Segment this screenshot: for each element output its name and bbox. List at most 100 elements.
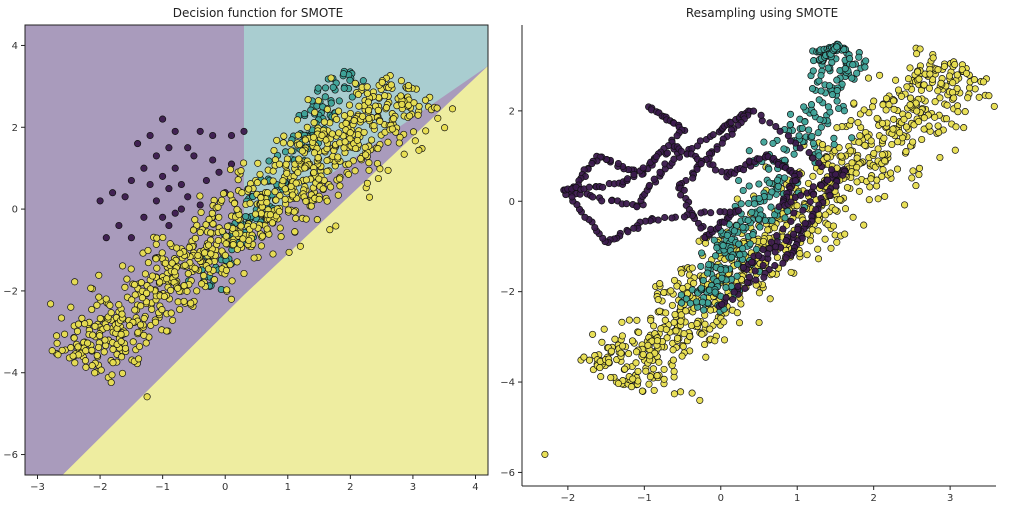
scatter-point-class-0 [787, 198, 795, 206]
scatter-point-class-2 [48, 347, 56, 355]
scatter-point-class-2 [264, 189, 272, 197]
scatter-point-class-0 [171, 164, 179, 172]
scatter-point-class-2 [323, 157, 331, 165]
scatter-point-class-2 [222, 240, 230, 248]
scatter-point-class-2 [660, 365, 668, 373]
scatter-point-class-2 [53, 339, 61, 347]
scatter-point-class-2 [93, 301, 101, 309]
scatter-point-class-0 [591, 223, 599, 232]
scatter-point-class-1 [855, 53, 863, 61]
y-tick-label: −6 [3, 450, 18, 461]
scatter-point-class-0 [608, 197, 616, 205]
x-tick-label: 1 [285, 482, 291, 493]
scatter-point-class-2 [257, 209, 265, 218]
scatter-point-class-0 [709, 131, 717, 139]
scatter-point-class-2 [421, 96, 430, 104]
scatter-point-class-2 [669, 346, 677, 354]
x-tick-label: 3 [947, 493, 953, 504]
scatter-point-class-1 [698, 249, 706, 257]
scatter-point-class-2 [74, 343, 82, 351]
scatter-point-class-1 [736, 251, 744, 259]
scatter-point-class-2 [696, 396, 704, 404]
scatter-point-class-2 [835, 144, 843, 152]
scatter-point-class-2 [323, 197, 331, 205]
scatter-point-class-2 [109, 345, 117, 353]
scatter-point-class-0 [652, 153, 660, 161]
scatter-point-class-2 [915, 75, 923, 83]
scatter-point-class-2 [953, 85, 961, 93]
scatter-point-class-2 [897, 92, 906, 100]
scatter-point-class-2 [298, 147, 306, 155]
scatter-point-class-2 [873, 182, 881, 190]
scatter-point-class-2 [975, 93, 983, 101]
scatter-point-class-0 [171, 127, 179, 135]
scatter-point-class-2 [397, 92, 405, 100]
scatter-point-class-2 [856, 132, 864, 140]
scatter-point-class-2 [915, 164, 924, 172]
scatter-point-class-0 [831, 170, 839, 178]
scatter-point-class-2 [119, 262, 127, 270]
scatter-point-class-2 [253, 179, 261, 187]
scatter-point-class-2 [246, 199, 254, 207]
scatter-point-class-0 [790, 209, 798, 217]
scatter-point-class-2 [414, 111, 422, 119]
scatter-point-class-1 [815, 96, 823, 104]
scatter-point-class-2 [755, 318, 763, 327]
y-tick-label: 2 [12, 123, 18, 134]
scatter-point-class-2 [336, 175, 344, 183]
scatter-point-class-1 [348, 93, 356, 101]
scatter-point-class-2 [381, 92, 389, 100]
scatter-point-class-0 [159, 213, 167, 221]
scatter-point-class-2 [759, 237, 768, 245]
scatter-point-class-2 [345, 101, 354, 109]
scatter-point-class-1 [745, 199, 753, 207]
scatter-point-class-1 [809, 139, 817, 147]
scatter-point-class-2 [269, 167, 277, 175]
scatter-point-class-2 [219, 190, 228, 198]
scatter-point-class-1 [810, 57, 818, 65]
scatter-point-class-2 [406, 112, 414, 120]
scatter-point-class-2 [131, 306, 139, 314]
scatter-point-class-1 [815, 152, 823, 160]
scatter-point-class-2 [118, 310, 126, 318]
scatter-point-class-1 [848, 74, 856, 82]
scatter-point-class-2 [256, 170, 264, 178]
scatter-point-class-2 [865, 196, 873, 204]
scatter-point-class-2 [151, 318, 160, 326]
scatter-point-class-2 [873, 176, 881, 184]
scatter-point-class-0 [750, 107, 758, 115]
scatter-point-class-2 [908, 174, 916, 182]
y-tick-label: −4 [3, 368, 18, 379]
scatter-point-class-2 [415, 102, 423, 110]
scatter-point-class-2 [904, 75, 913, 83]
scatter-point-class-0 [622, 200, 631, 208]
scatter-point-class-2 [400, 150, 408, 158]
scatter-point-class-2 [137, 321, 145, 329]
scatter-point-class-0 [787, 217, 795, 225]
scatter-point-class-1 [817, 123, 825, 131]
scatter-point-class-1 [718, 274, 726, 282]
scatter-point-class-2 [302, 215, 310, 223]
scatter-point-class-0 [697, 224, 705, 232]
scatter-point-class-2 [404, 82, 413, 90]
scatter-point-class-2 [233, 205, 241, 214]
scatter-point-class-2 [644, 341, 652, 349]
scatter-point-class-2 [123, 275, 131, 283]
scatter-point-class-1 [781, 174, 789, 182]
scatter-point-class-2 [131, 281, 139, 289]
scatter-point-class-2 [793, 202, 801, 210]
scatter-point-class-2 [670, 318, 678, 327]
scatter-point-class-2 [353, 136, 361, 144]
scatter-point-class-1 [713, 244, 721, 252]
scatter-point-class-2 [880, 134, 888, 142]
scatter-point-class-2 [268, 219, 276, 227]
scatter-point-class-1 [768, 217, 776, 225]
scatter-point-class-2 [224, 222, 232, 230]
scatter-point-class-2 [662, 309, 670, 317]
scatter-point-class-2 [143, 289, 151, 297]
scatter-point-class-1 [755, 180, 763, 188]
scatter-point-class-2 [194, 251, 202, 260]
scatter-point-class-1 [848, 134, 856, 142]
scatter-point-class-2 [598, 338, 606, 346]
scatter-point-class-2 [84, 339, 92, 347]
